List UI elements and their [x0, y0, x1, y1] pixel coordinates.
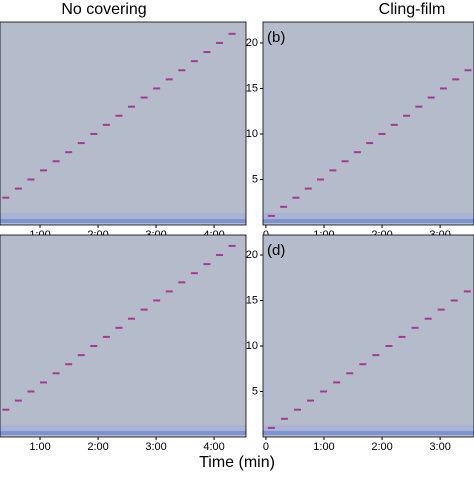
noise-band — [0, 219, 246, 223]
y-tick-label: 5 — [252, 173, 258, 185]
plot-frame — [262, 21, 474, 226]
y-tick-label: 10 — [246, 340, 258, 352]
x-tick-label: 4:00 — [203, 441, 224, 453]
x-tick-label: 1:00 — [313, 441, 334, 453]
noise-band — [0, 431, 246, 435]
plot-area — [0, 235, 246, 437]
plot-frame — [262, 234, 474, 438]
plot-area — [263, 22, 474, 225]
x-tick-label: 0 — [263, 441, 269, 453]
x-tick-label: 1:00 — [29, 441, 50, 453]
noise-band — [263, 431, 474, 435]
plot-area — [0, 22, 246, 225]
x-tick-label: 2:00 — [87, 441, 108, 453]
panel-title: No covering — [61, 1, 146, 18]
y-tick-label: 15 — [246, 82, 258, 94]
panel-label: (b) — [267, 29, 285, 46]
noise-band — [0, 425, 246, 431]
plot-frame — [0, 234, 247, 438]
x-axis-label: Time (min) — [199, 454, 275, 471]
y-tick-label: 20 — [246, 37, 258, 49]
y-tick-label: 15 — [246, 294, 258, 306]
x-tick-label: 2:00 — [371, 441, 392, 453]
noise-band — [263, 425, 474, 431]
x-tick-label: 3:00 — [429, 441, 450, 453]
y-tick-label: 10 — [246, 128, 258, 140]
noise-band — [263, 213, 474, 219]
noise-band — [263, 219, 474, 223]
noise-band — [0, 213, 246, 219]
plot-area — [263, 235, 474, 437]
y-tick-label: 20 — [246, 249, 258, 261]
y-tick-label: 5 — [252, 385, 258, 397]
panel-title: Cling-film — [379, 1, 446, 18]
plot-frame — [0, 21, 247, 226]
panel-label: (d) — [267, 242, 285, 259]
x-tick-label: 3:00 — [145, 441, 166, 453]
